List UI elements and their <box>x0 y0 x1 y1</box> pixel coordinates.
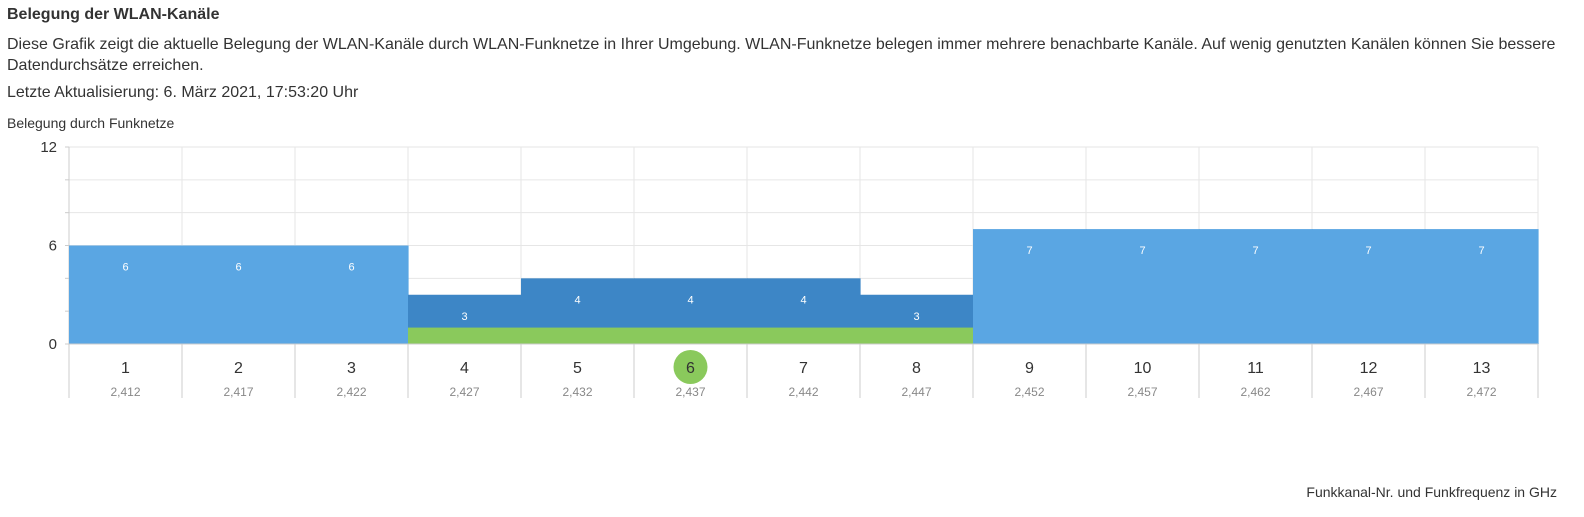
y-axis-label: Belegung durch Funknetze <box>7 115 175 131</box>
x-tick-channel: 2 <box>234 360 243 377</box>
x-tick-frequency: 2,427 <box>449 385 479 399</box>
last-update-label: Letzte Aktualisierung: <box>7 84 160 101</box>
x-tick-frequency: 2,442 <box>788 385 818 399</box>
x-tick-frequency: 2,462 <box>1240 385 1270 399</box>
x-tick-channel: 4 <box>460 360 469 377</box>
y-tick-label: 0 <box>49 336 57 353</box>
bar-channel-2 <box>182 245 296 344</box>
x-tick-frequency: 2,412 <box>110 385 140 399</box>
y-tick-label: 12 <box>40 139 57 156</box>
x-tick-channel: 9 <box>1025 360 1034 377</box>
x-tick-channel: 12 <box>1360 360 1378 377</box>
x-tick-frequency: 2,457 <box>1127 385 1157 399</box>
x-tick-channel: 3 <box>347 360 356 377</box>
bar-value-label: 6 <box>122 262 128 274</box>
x-tick-channel: 11 <box>1247 360 1264 377</box>
x-tick-frequency: 2,432 <box>562 385 592 399</box>
bar-value-label: 4 <box>574 294 580 306</box>
bar-value-label: 6 <box>235 262 241 274</box>
x-tick-channel: 10 <box>1134 360 1152 377</box>
own-network-band <box>408 327 973 344</box>
chart-title: Belegung der WLAN-Kanäle <box>7 6 220 23</box>
bar-channel-13 <box>1425 229 1539 344</box>
bar-channel-1 <box>69 245 183 344</box>
bar-value-label: 7 <box>1252 245 1258 257</box>
x-tick-channel: 13 <box>1473 360 1491 377</box>
bar-value-label: 4 <box>687 294 693 306</box>
bar-channel-10 <box>1086 229 1200 344</box>
x-tick-frequency: 2,467 <box>1353 385 1383 399</box>
bar-value-label: 7 <box>1026 245 1032 257</box>
chart-description: Diese Grafik zeigt die aktuelle Belegung… <box>7 36 1556 74</box>
x-tick-frequency: 2,447 <box>901 385 931 399</box>
x-tick-frequency: 2,472 <box>1466 385 1496 399</box>
x-axis-label: Funkkanal-Nr. und Funkfrequenz in GHz <box>1306 484 1557 500</box>
x-tick-channel: 1 <box>121 360 130 377</box>
bar-value-label: 6 <box>348 262 354 274</box>
y-tick-label: 6 <box>49 238 57 255</box>
bar-value-label: 7 <box>1478 245 1484 257</box>
x-tick-channel: 8 <box>912 360 921 377</box>
bar-channel-9 <box>973 229 1087 344</box>
bar-channel-3 <box>295 245 409 344</box>
x-tick-channel: 7 <box>799 360 808 377</box>
own-channel-marker <box>673 350 708 384</box>
bar-value-label: 3 <box>461 311 467 323</box>
x-tick-frequency: 2,422 <box>336 385 366 399</box>
bar-value-label: 7 <box>1139 245 1145 257</box>
bar-value-label: 7 <box>1365 245 1371 257</box>
last-update-value: 6. März 2021, 17:53:20 Uhr <box>163 84 359 101</box>
bar-channel-11 <box>1199 229 1313 344</box>
x-tick-frequency: 2,437 <box>675 385 705 399</box>
x-tick-channel: 6 <box>686 360 695 377</box>
bar-channel-12 <box>1312 229 1426 344</box>
bar-value-label: 3 <box>913 311 919 323</box>
last-update: Letzte Aktualisierung: 6. März 2021, 17:… <box>7 84 358 102</box>
x-tick-frequency: 2,452 <box>1014 385 1044 399</box>
bar-value-label: 4 <box>800 294 806 306</box>
x-tick-frequency: 2,417 <box>223 385 253 399</box>
x-tick-channel: 5 <box>573 360 582 377</box>
